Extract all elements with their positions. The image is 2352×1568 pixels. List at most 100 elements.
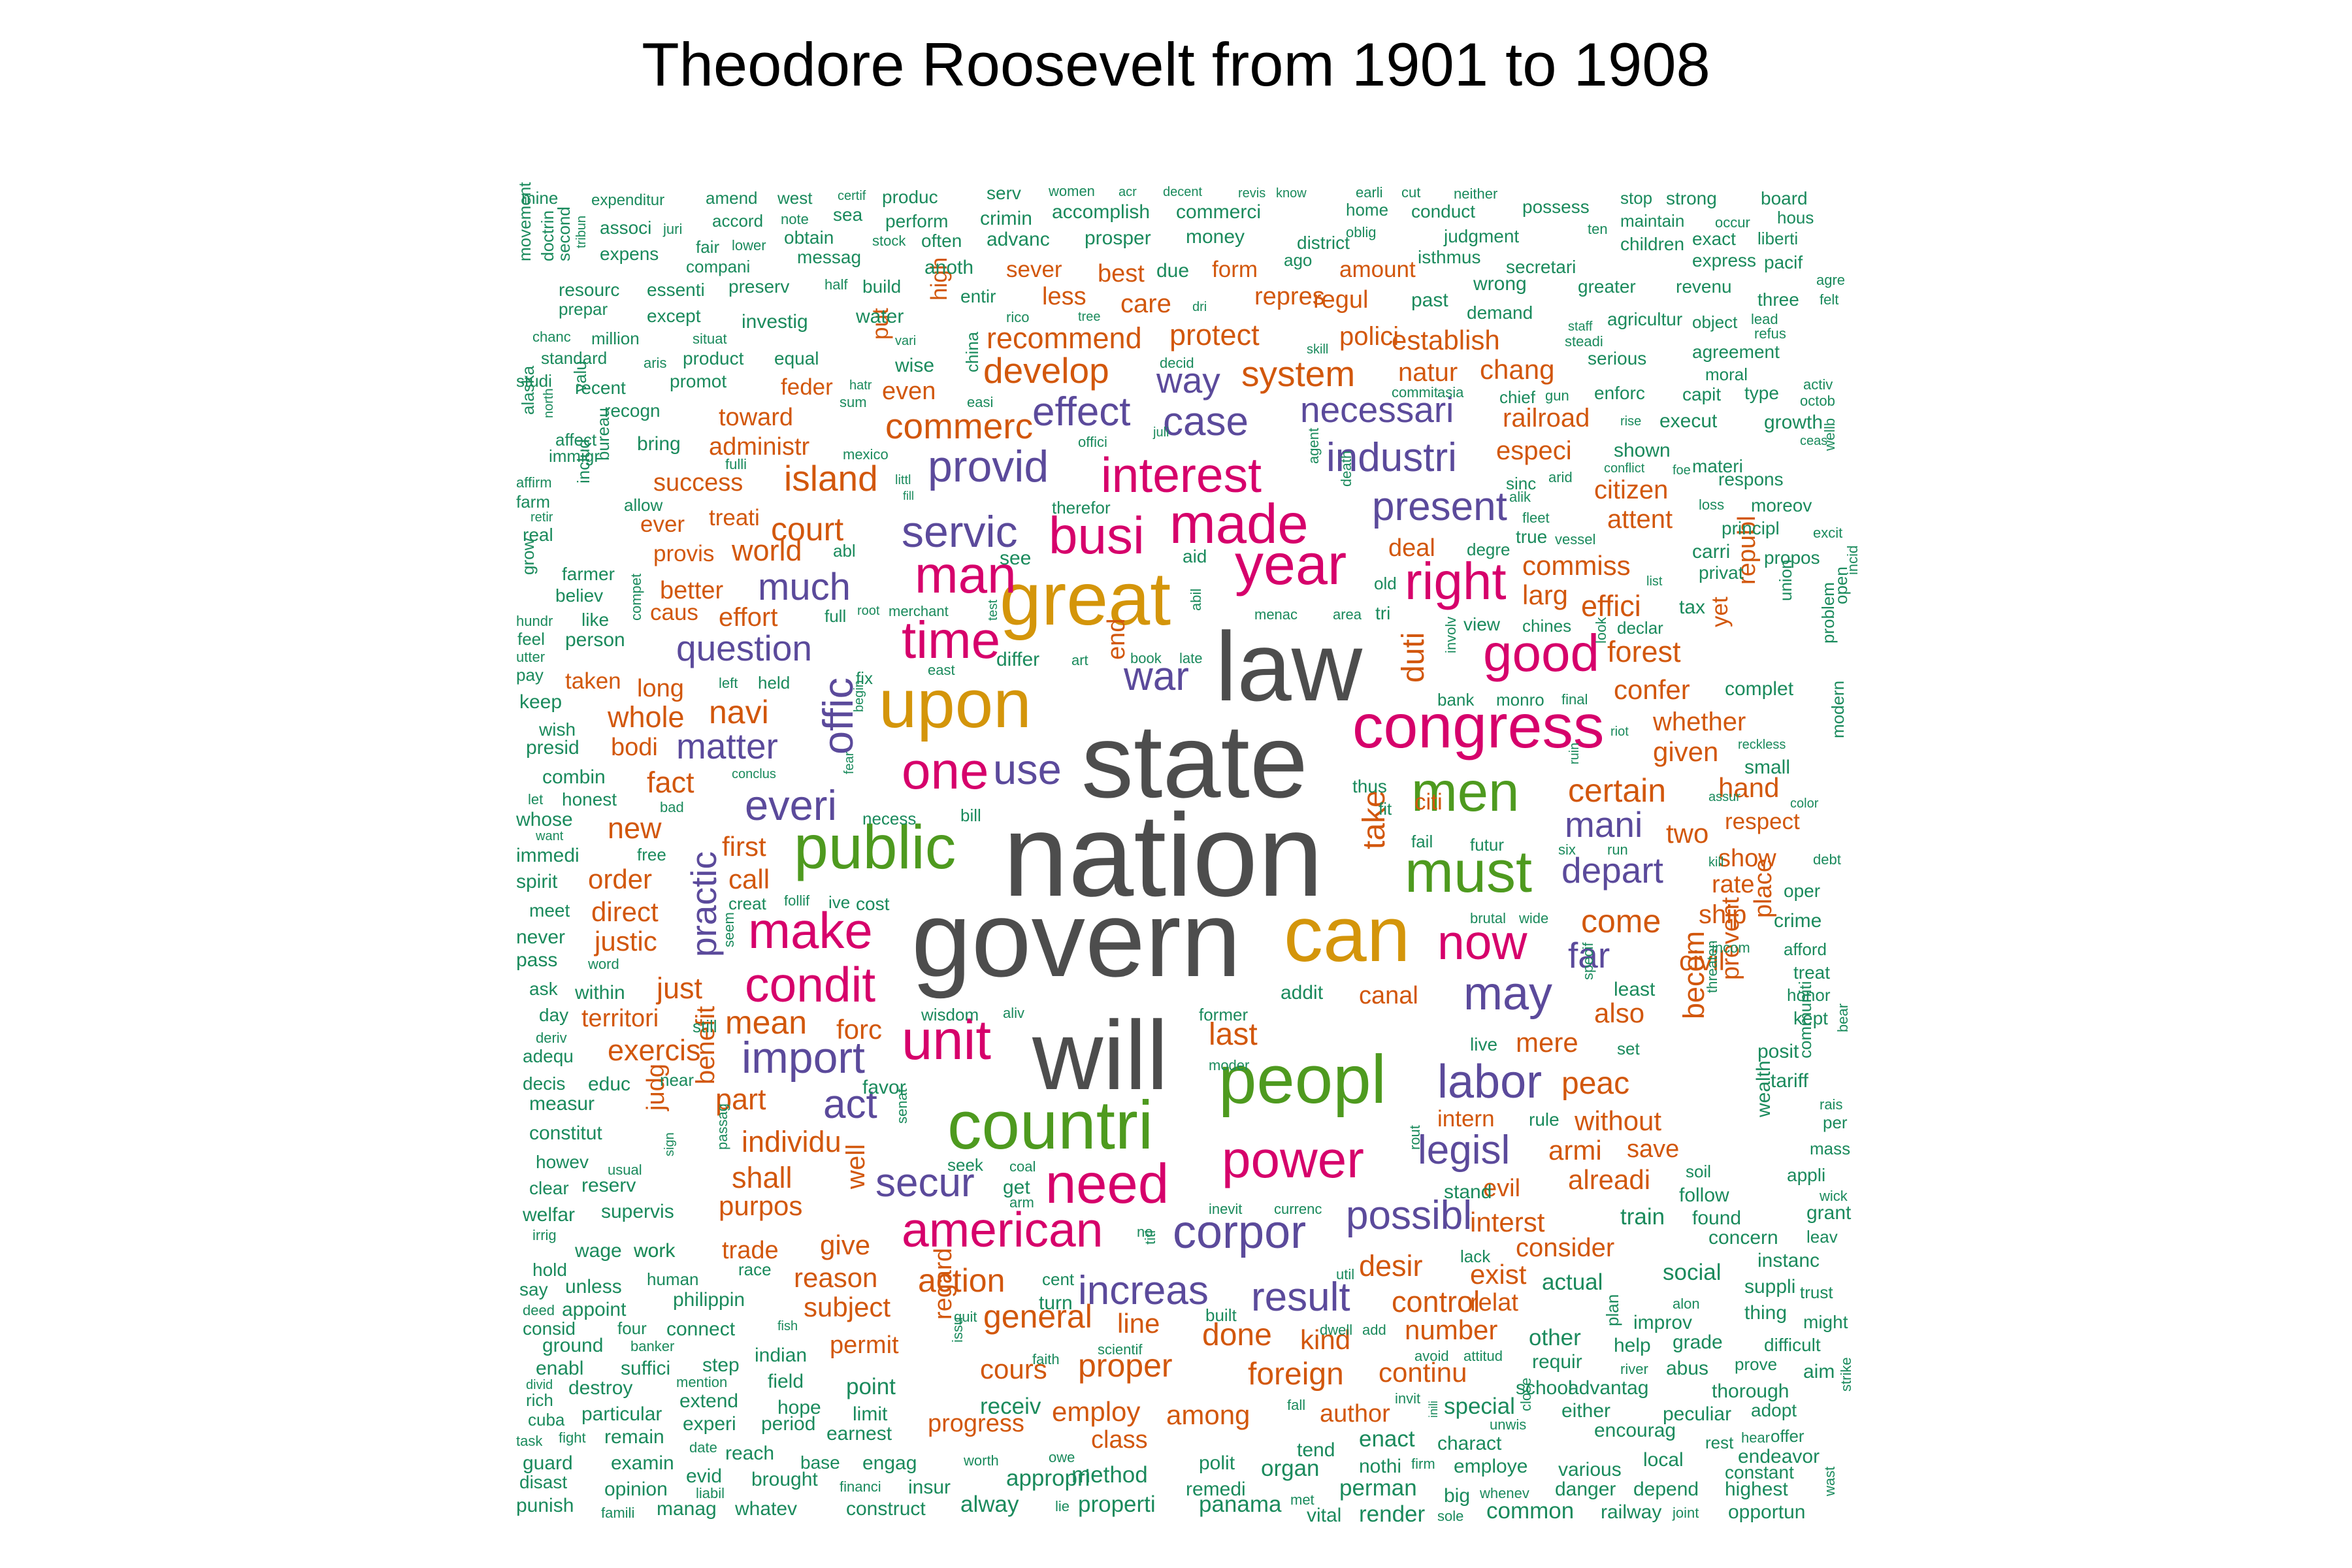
- word-alon: alon: [1673, 1296, 1700, 1312]
- word-effect: effect: [1032, 389, 1131, 434]
- word-coal: coal: [1009, 1158, 1036, 1175]
- word-met: met: [1290, 1492, 1315, 1508]
- word-addit: addit: [1281, 982, 1324, 1004]
- word-merchant: merchant: [889, 603, 949, 619]
- word-shown: shown: [1614, 440, 1671, 461]
- word-bring: bring: [637, 433, 681, 455]
- word-west: west: [777, 188, 813, 208]
- word-pacif: pacif: [1764, 252, 1803, 272]
- word-remedi: remedi: [1186, 1478, 1246, 1500]
- word-receiv: receiv: [980, 1394, 1041, 1419]
- word-joint: joint: [1673, 1505, 1699, 1521]
- word-liabil: liabil: [696, 1485, 725, 1501]
- word-constitut: constitut: [529, 1122, 602, 1144]
- word-past: past: [1411, 289, 1448, 311]
- word-passag: passag: [714, 1103, 730, 1150]
- word-ten: ten: [1588, 221, 1608, 237]
- word-issu: issu: [949, 1316, 966, 1343]
- word-involv: involv: [1443, 616, 1459, 653]
- word-mention: mention: [676, 1374, 728, 1390]
- word-china: china: [962, 331, 982, 372]
- word-adequ: adequ: [523, 1046, 574, 1066]
- word-ruin: ruin: [1567, 742, 1582, 764]
- word-run: run: [1607, 841, 1628, 858]
- word-board: board: [1761, 188, 1808, 208]
- word-guard: guard: [523, 1452, 573, 1474]
- word-condit: condit: [745, 957, 876, 1012]
- word-stop: stop: [1620, 188, 1653, 208]
- word-opinion: opinion: [604, 1478, 668, 1500]
- word-confer: confer: [1614, 674, 1690, 705]
- word-one: one: [902, 742, 989, 800]
- word-unless: unless: [565, 1276, 622, 1298]
- word-wellb: wellb: [1821, 417, 1838, 451]
- word-attent: attent: [1607, 505, 1673, 534]
- word-million: million: [591, 329, 640, 348]
- word-number: number: [1405, 1315, 1498, 1345]
- word-clear: clear: [529, 1178, 569, 1198]
- word-honest: honest: [562, 789, 617, 809]
- word-commerc: commerc: [885, 406, 1034, 446]
- word-moreov: moreov: [1751, 495, 1812, 515]
- word-matter: matter: [676, 726, 778, 766]
- word-general: general: [983, 1298, 1092, 1335]
- word-exist: exist: [1470, 1259, 1527, 1290]
- word-degre: degre: [1467, 540, 1511, 559]
- word-alaska: alaska: [518, 365, 538, 415]
- word-fish: fish: [777, 1319, 798, 1333]
- word-ceas: ceas: [1800, 434, 1828, 448]
- word-foe: foe: [1673, 463, 1691, 478]
- word-order: order: [588, 864, 653, 894]
- word-prepar: prepar: [559, 299, 608, 319]
- word-immedi: immedi: [516, 845, 580, 866]
- word-rico: rico: [1006, 309, 1030, 325]
- word-date: date: [689, 1439, 717, 1456]
- word-decent: decent: [1163, 185, 1203, 199]
- word-grant: grant: [1806, 1202, 1852, 1224]
- word-control: control: [1392, 1285, 1480, 1318]
- word-prosper: prosper: [1085, 227, 1151, 249]
- word-supervis: supervis: [601, 1201, 674, 1222]
- word-aid: aid: [1183, 546, 1207, 566]
- word-reason: reason: [794, 1262, 878, 1293]
- word-second: second: [554, 206, 574, 261]
- word-done: done: [1202, 1318, 1272, 1352]
- word-conflict: conflict: [1604, 461, 1645, 476]
- word-right: right: [1405, 552, 1507, 610]
- word-excit: excit: [1813, 525, 1843, 541]
- word-feel: feel: [517, 629, 545, 649]
- word-power: power: [1222, 1130, 1364, 1188]
- word-leav: leav: [1806, 1227, 1838, 1247]
- word-wise: wise: [895, 355, 935, 376]
- word-oper: oper: [1784, 881, 1821, 901]
- word-bear: bear: [1835, 1003, 1851, 1032]
- word-district: district: [1297, 233, 1350, 253]
- word-ship: ship: [1699, 900, 1747, 929]
- word-octob: octob: [1800, 393, 1835, 409]
- word-irrig: irrig: [532, 1227, 557, 1243]
- word-period: period: [761, 1413, 816, 1435]
- word-wast: wast: [1821, 1466, 1838, 1496]
- word-also: also: [1594, 998, 1645, 1028]
- word-employe: employe: [1454, 1456, 1528, 1477]
- word-armi: armi: [1548, 1135, 1602, 1166]
- word-citi: citi: [1414, 789, 1443, 815]
- word-regard: regard: [930, 1248, 957, 1320]
- word-chang: chang: [1480, 354, 1555, 385]
- word-east: east: [928, 662, 955, 678]
- word-present: present: [1372, 484, 1507, 529]
- word-home: home: [1346, 200, 1389, 220]
- word-point: point: [846, 1374, 896, 1399]
- word-certif: certif: [838, 189, 866, 203]
- word-evil: evil: [1483, 1175, 1521, 1202]
- word-remain: remain: [604, 1426, 664, 1448]
- word-left: left: [719, 675, 738, 691]
- word-limit: limit: [853, 1403, 888, 1425]
- word-author: author: [1320, 1400, 1390, 1428]
- word-juli: juli: [1153, 425, 1169, 440]
- word-scientif: scientif: [1098, 1341, 1143, 1358]
- word-rise: rise: [1620, 414, 1642, 429]
- word-respect: respect: [1725, 809, 1800, 834]
- word-refus: refus: [1754, 325, 1786, 342]
- word-lie: lie: [1055, 1498, 1070, 1514]
